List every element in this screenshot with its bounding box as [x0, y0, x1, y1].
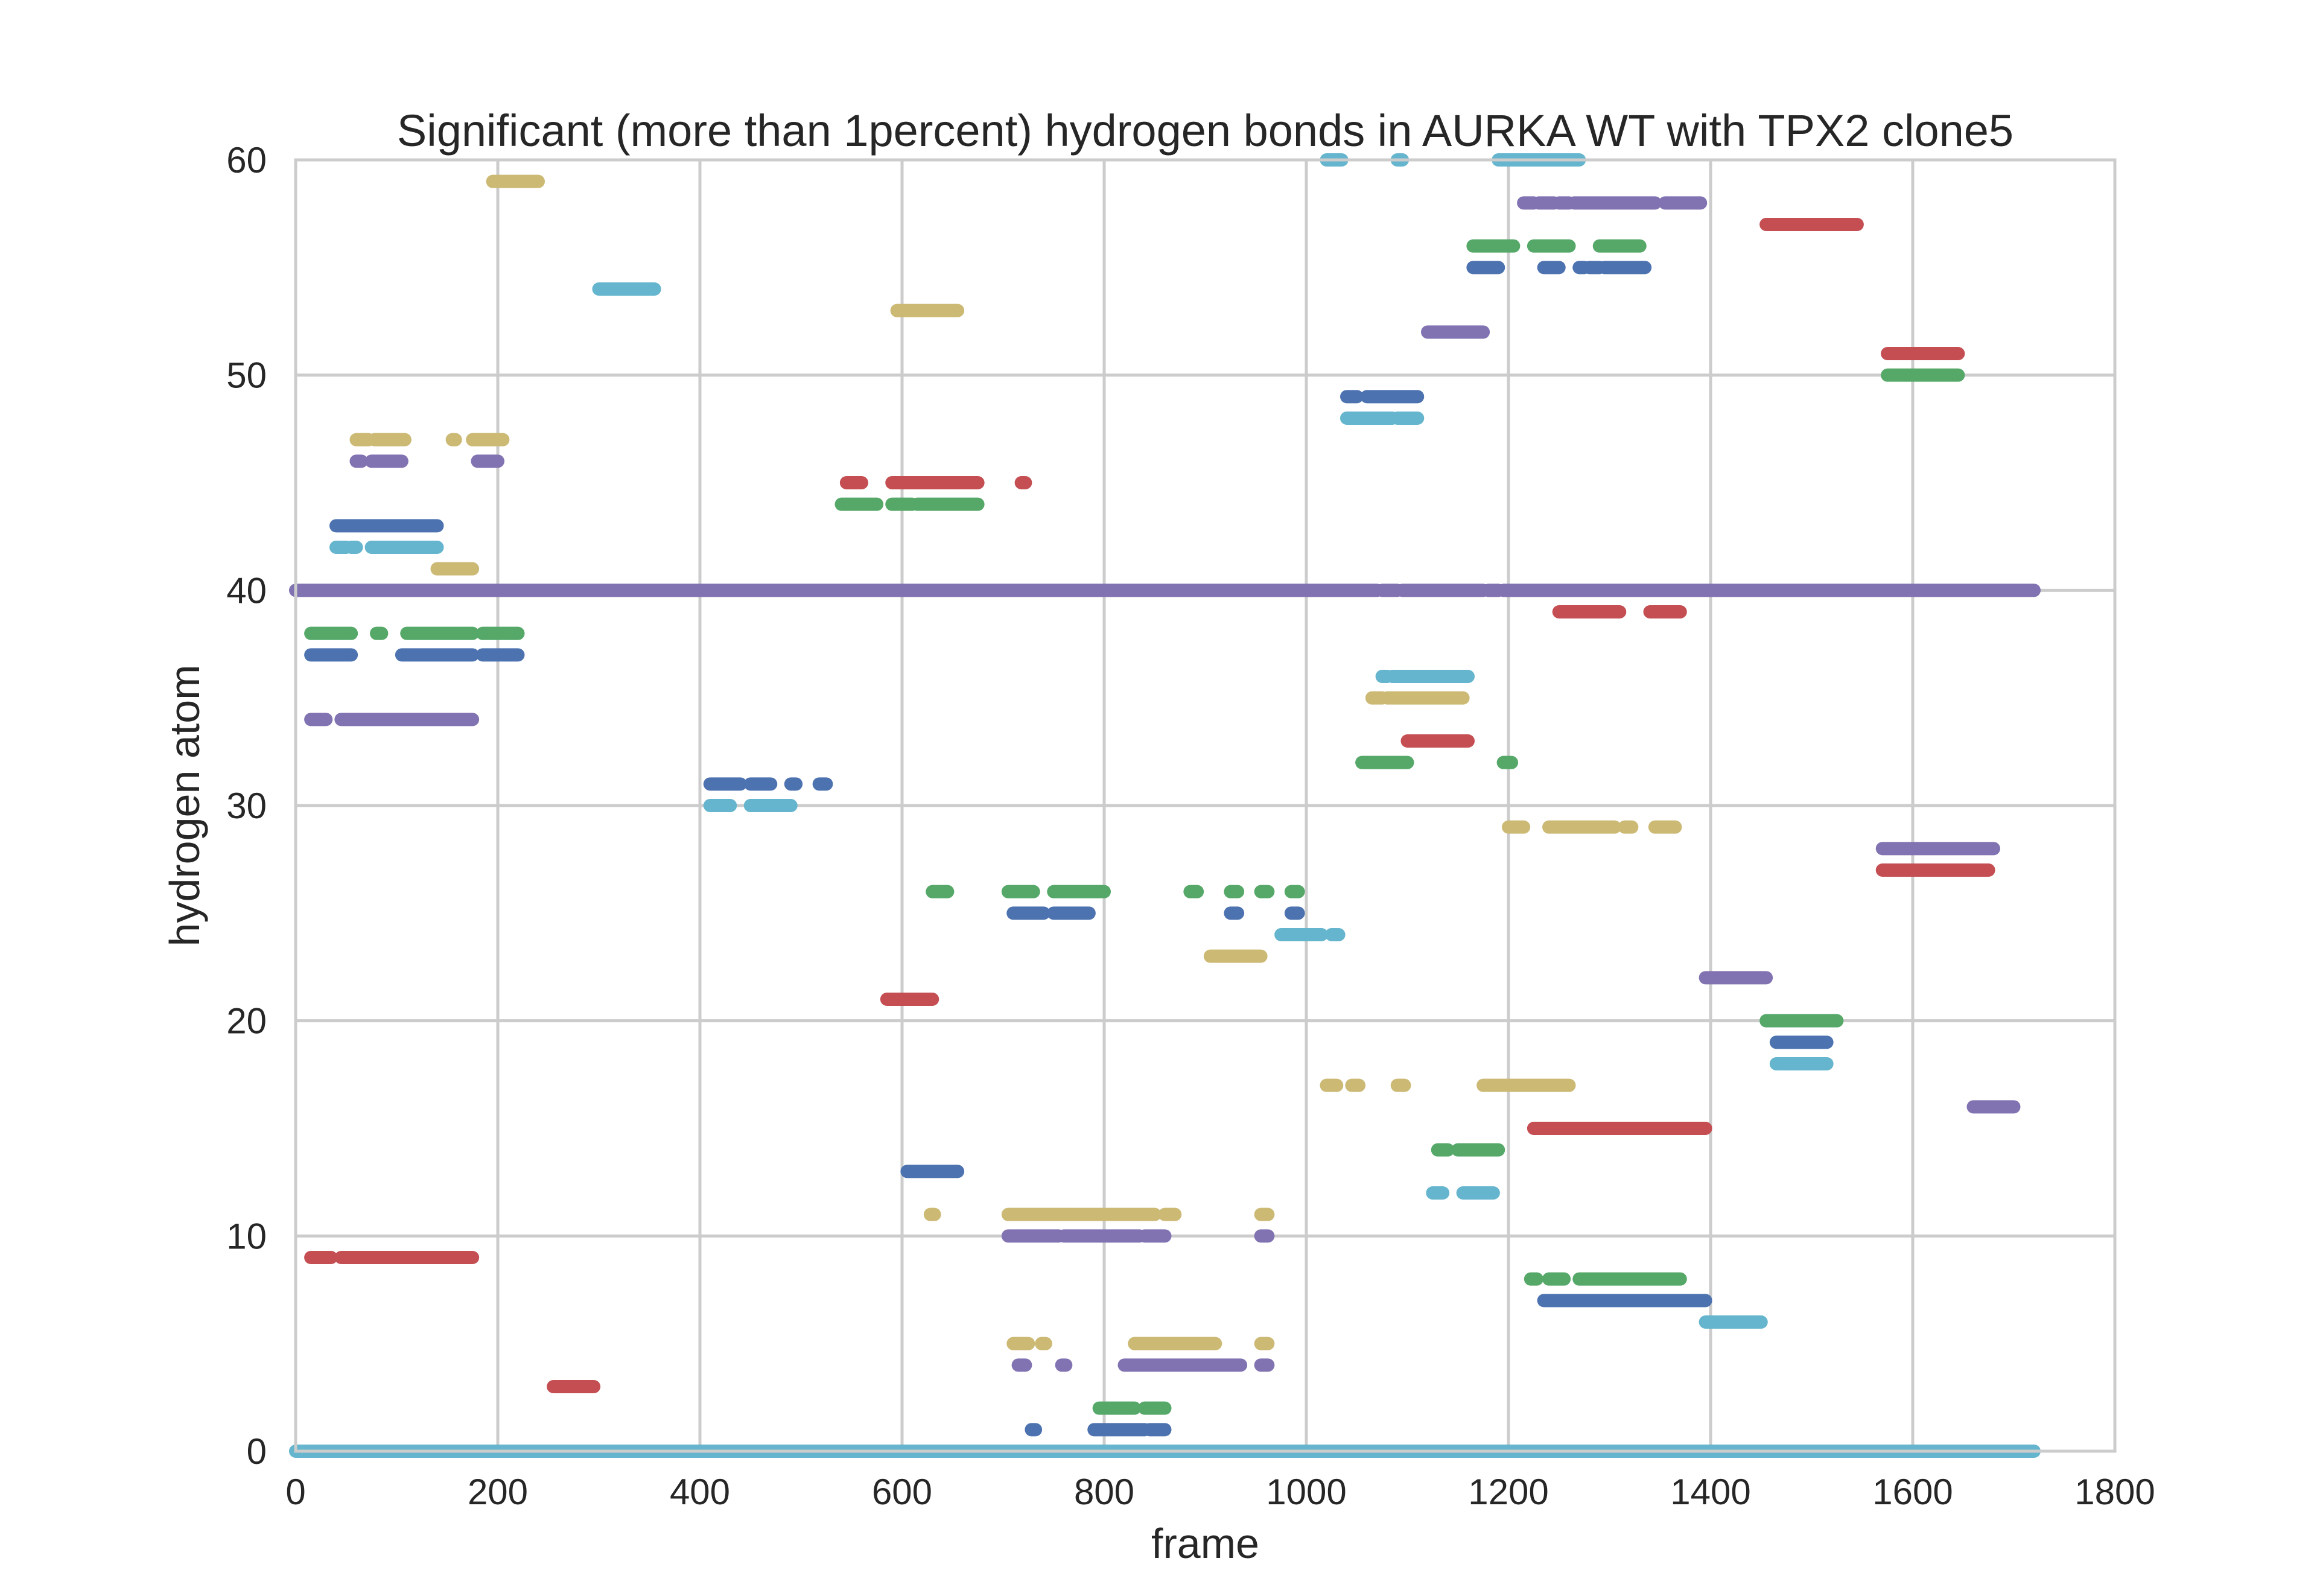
y-axis-label: hydrogen atom	[161, 665, 208, 947]
y-tick-label: 40	[226, 570, 267, 611]
x-tick-label: 1800	[2074, 1472, 2155, 1512]
x-axis-label: frame	[1151, 1520, 1259, 1567]
x-tick-label: 1000	[1266, 1472, 1346, 1512]
x-tick-label: 200	[468, 1472, 528, 1512]
x-tick-label: 400	[670, 1472, 730, 1512]
x-tick-label: 1200	[1468, 1472, 1548, 1512]
y-tick-label: 60	[226, 140, 267, 180]
x-tick-label: 600	[872, 1472, 932, 1512]
x-tick-label: 1600	[1872, 1472, 1953, 1512]
x-tick-label: 0	[285, 1472, 305, 1512]
x-tick-label: 800	[1074, 1472, 1134, 1512]
tick-labels: 0 200 400 600 800 1000 1200 1400 1600 1800 0 10 20 30…	[226, 140, 2155, 1512]
x-tick-label: 1400	[1670, 1472, 1750, 1512]
y-tick-label: 10	[226, 1216, 267, 1256]
y-tick-label: 30	[226, 786, 267, 826]
y-tick-label: 0	[247, 1431, 267, 1472]
y-tick-label: 50	[226, 355, 267, 396]
plot-frame	[294, 158, 2117, 1453]
chart-title: Significant (more than 1percent) hydroge…	[397, 106, 2013, 156]
y-tick-label: 20	[226, 1001, 267, 1041]
